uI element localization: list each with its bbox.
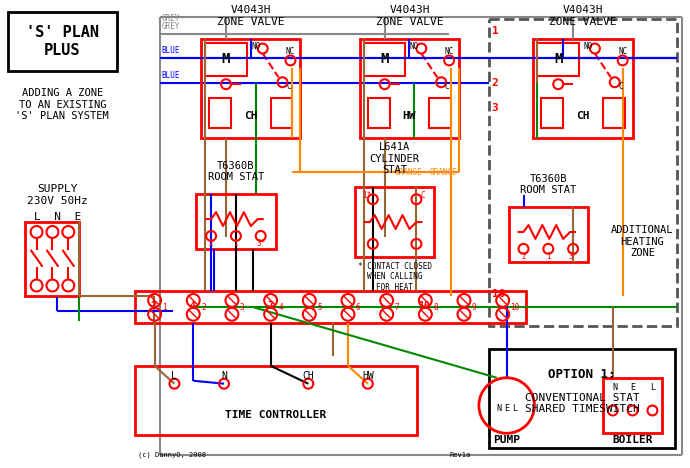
Text: N: N bbox=[613, 383, 618, 392]
Bar bbox=[429, 98, 451, 128]
Text: 7: 7 bbox=[268, 301, 273, 311]
Text: CH: CH bbox=[576, 111, 590, 121]
Text: HW: HW bbox=[362, 371, 374, 381]
Text: NO: NO bbox=[410, 42, 419, 51]
Bar bbox=[25, 222, 79, 296]
Bar bbox=[196, 194, 275, 249]
Text: T6360B
ROOM STAT: T6360B ROOM STAT bbox=[208, 161, 264, 183]
Text: 'S' PLAN
PLUS: 'S' PLAN PLUS bbox=[26, 25, 99, 58]
Text: 3: 3 bbox=[240, 303, 244, 312]
Bar bbox=[364, 43, 406, 76]
Text: BOILER: BOILER bbox=[612, 435, 653, 445]
Text: N: N bbox=[496, 404, 501, 413]
Bar bbox=[209, 98, 231, 128]
Text: PUMP: PUMP bbox=[493, 435, 520, 445]
Text: 10: 10 bbox=[418, 301, 430, 311]
Text: T6360B
ROOM STAT: T6360B ROOM STAT bbox=[520, 174, 576, 195]
Text: 1: 1 bbox=[492, 26, 498, 36]
Text: SUPPLY
230V 50Hz: SUPPLY 230V 50Hz bbox=[27, 184, 88, 206]
Bar bbox=[355, 187, 434, 257]
Text: L: L bbox=[650, 383, 655, 392]
Text: NC: NC bbox=[618, 47, 627, 56]
Text: 6: 6 bbox=[356, 303, 361, 312]
Text: CH: CH bbox=[244, 111, 257, 121]
Text: 3*: 3* bbox=[256, 239, 266, 249]
Text: 2: 2 bbox=[201, 303, 206, 312]
Text: OPTION 1:: OPTION 1: bbox=[549, 368, 615, 381]
Bar bbox=[538, 43, 579, 76]
Text: 4: 4 bbox=[189, 301, 195, 311]
Text: E: E bbox=[630, 383, 635, 392]
Bar bbox=[135, 366, 417, 435]
Bar bbox=[205, 43, 247, 76]
Text: 10: 10 bbox=[511, 303, 520, 312]
Text: C: C bbox=[618, 82, 623, 91]
Bar bbox=[135, 292, 526, 323]
Text: M: M bbox=[380, 52, 389, 66]
Bar bbox=[368, 98, 390, 128]
Bar bbox=[201, 38, 300, 138]
Text: 1: 1 bbox=[546, 252, 551, 261]
Text: 8: 8 bbox=[433, 303, 438, 312]
Text: NO: NO bbox=[583, 42, 593, 51]
Bar bbox=[489, 349, 676, 448]
Text: L: L bbox=[172, 371, 177, 381]
Bar bbox=[270, 98, 293, 128]
Text: 4: 4 bbox=[279, 303, 283, 312]
Bar bbox=[8, 12, 117, 71]
Text: C: C bbox=[445, 82, 449, 91]
Text: GREY: GREY bbox=[161, 14, 180, 23]
Text: 1*: 1* bbox=[362, 191, 371, 200]
Text: BLUE: BLUE bbox=[161, 46, 180, 55]
Text: (c) DannyO, 2008: (c) DannyO, 2008 bbox=[138, 452, 206, 458]
Text: 1: 1 bbox=[234, 239, 238, 249]
Text: 3*: 3* bbox=[569, 252, 578, 261]
Bar bbox=[360, 38, 459, 138]
Text: L641A
CYLINDER
STAT: L641A CYLINDER STAT bbox=[370, 142, 420, 176]
Text: M: M bbox=[221, 52, 230, 66]
Text: 5: 5 bbox=[317, 303, 322, 312]
Text: C: C bbox=[286, 82, 290, 91]
Text: 9: 9 bbox=[472, 303, 477, 312]
Text: Rev1a: Rev1a bbox=[449, 452, 471, 458]
Bar bbox=[603, 378, 662, 433]
Text: C: C bbox=[420, 191, 424, 200]
Text: 3: 3 bbox=[492, 103, 498, 113]
Text: CONVENTIONAL STAT
SHARED TIMESWITCH: CONVENTIONAL STAT SHARED TIMESWITCH bbox=[524, 393, 640, 414]
Text: NO: NO bbox=[251, 42, 260, 51]
Text: ORANGE: ORANGE bbox=[395, 168, 422, 177]
Text: V4043H
ZONE VALVE: V4043H ZONE VALVE bbox=[376, 5, 443, 27]
Text: 2: 2 bbox=[521, 252, 526, 261]
Text: N: N bbox=[221, 371, 227, 381]
Text: L: L bbox=[512, 404, 517, 413]
Text: CH: CH bbox=[302, 371, 314, 381]
Text: E: E bbox=[504, 404, 509, 413]
Text: NC: NC bbox=[286, 47, 295, 56]
Text: 1: 1 bbox=[163, 303, 167, 312]
Text: HW: HW bbox=[403, 111, 416, 121]
Text: ORANGE: ORANGE bbox=[429, 168, 457, 177]
Text: V4043H
ZONE VALVE: V4043H ZONE VALVE bbox=[549, 5, 617, 27]
Text: 10: 10 bbox=[492, 289, 505, 300]
Bar bbox=[542, 98, 563, 128]
Text: ADDING A ZONE
TO AN EXISTING
'S' PLAN SYSTEM: ADDING A ZONE TO AN EXISTING 'S' PLAN SY… bbox=[15, 88, 109, 121]
Text: M: M bbox=[554, 52, 562, 66]
Text: L  N  E: L N E bbox=[34, 212, 81, 222]
Bar bbox=[603, 98, 624, 128]
Text: V4043H
ZONE VALVE: V4043H ZONE VALVE bbox=[217, 5, 284, 27]
Text: GREY: GREY bbox=[161, 22, 180, 31]
Text: TIME CONTROLLER: TIME CONTROLLER bbox=[225, 410, 326, 420]
Text: 2: 2 bbox=[150, 301, 157, 311]
Bar bbox=[489, 19, 677, 326]
Bar bbox=[533, 38, 633, 138]
Text: ADDITIONAL
HEATING
ZONE: ADDITIONAL HEATING ZONE bbox=[611, 225, 673, 258]
Text: 7: 7 bbox=[395, 303, 400, 312]
Text: 2: 2 bbox=[209, 239, 213, 249]
Text: 2: 2 bbox=[492, 78, 498, 88]
Bar bbox=[509, 207, 588, 262]
Text: NC: NC bbox=[444, 47, 454, 56]
Text: BLUE: BLUE bbox=[161, 71, 180, 80]
Text: * CONTACT CLOSED
WHEN CALLING
FOR HEAT: * CONTACT CLOSED WHEN CALLING FOR HEAT bbox=[357, 262, 431, 292]
